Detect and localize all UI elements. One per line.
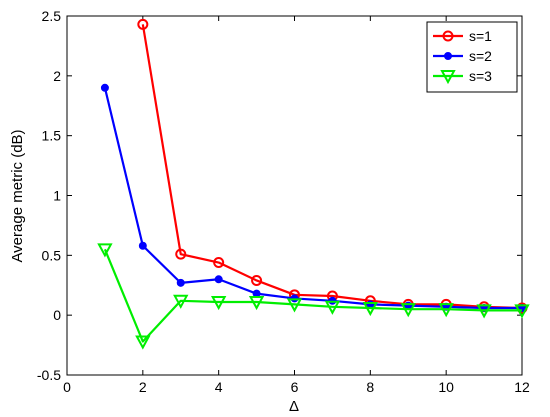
data-point: [400, 303, 416, 318]
x-tick-label: 10: [438, 379, 454, 395]
data-point: [476, 304, 492, 319]
x-axis-label: Δ: [289, 398, 299, 415]
data-point: [214, 275, 223, 284]
data-point: [514, 304, 530, 319]
x-tick-label: 4: [215, 379, 223, 395]
x-tick-label: 0: [63, 379, 71, 395]
series-line: [103, 87, 522, 310]
data-point: [135, 335, 151, 350]
data-point: [251, 274, 263, 286]
y-tick-label: 0.5: [42, 247, 62, 263]
data-point: [137, 18, 149, 30]
series-line: [103, 248, 522, 343]
y-tick-label: 1.5: [42, 128, 62, 144]
legend-marker: [442, 30, 454, 42]
legend-item: s=2: [433, 48, 492, 64]
data-point: [97, 243, 113, 258]
series-line: [141, 24, 523, 310]
legend-item: s=1: [433, 28, 492, 44]
y-tick-label: 0: [53, 307, 61, 323]
data-point: [286, 298, 303, 313]
y-tick-label: 1: [53, 188, 61, 204]
legend-label: s=1: [469, 28, 492, 44]
data-point: [176, 278, 185, 287]
data-point: [362, 301, 379, 317]
legend-item: s=3: [433, 68, 492, 85]
data-point: [175, 248, 187, 260]
legend-marker: [440, 70, 456, 85]
y-tick-label: -0.5: [37, 367, 61, 383]
x-tick-label: 8: [366, 379, 374, 395]
data-point: [213, 257, 225, 269]
data-point: [138, 241, 147, 250]
x-tick-label: 6: [291, 379, 299, 395]
x-tick-label: 2: [139, 379, 147, 395]
data-point: [100, 83, 109, 92]
legend-label: s=3: [469, 68, 492, 84]
y-axis-label: Average metric (dB): [9, 129, 26, 262]
data-point: [210, 296, 227, 311]
y-tick-label: 2.5: [42, 8, 62, 24]
legend-marker: [444, 52, 452, 60]
series-2: [100, 83, 526, 312]
data-point: [324, 300, 341, 315]
data-point: [438, 303, 454, 318]
data-point: [248, 296, 265, 311]
x-tick-label: 12: [514, 379, 530, 395]
y-tick-label: 2: [53, 68, 61, 84]
legend-label: s=2: [469, 48, 492, 64]
series-3: [97, 243, 530, 350]
data-point: [173, 294, 189, 309]
